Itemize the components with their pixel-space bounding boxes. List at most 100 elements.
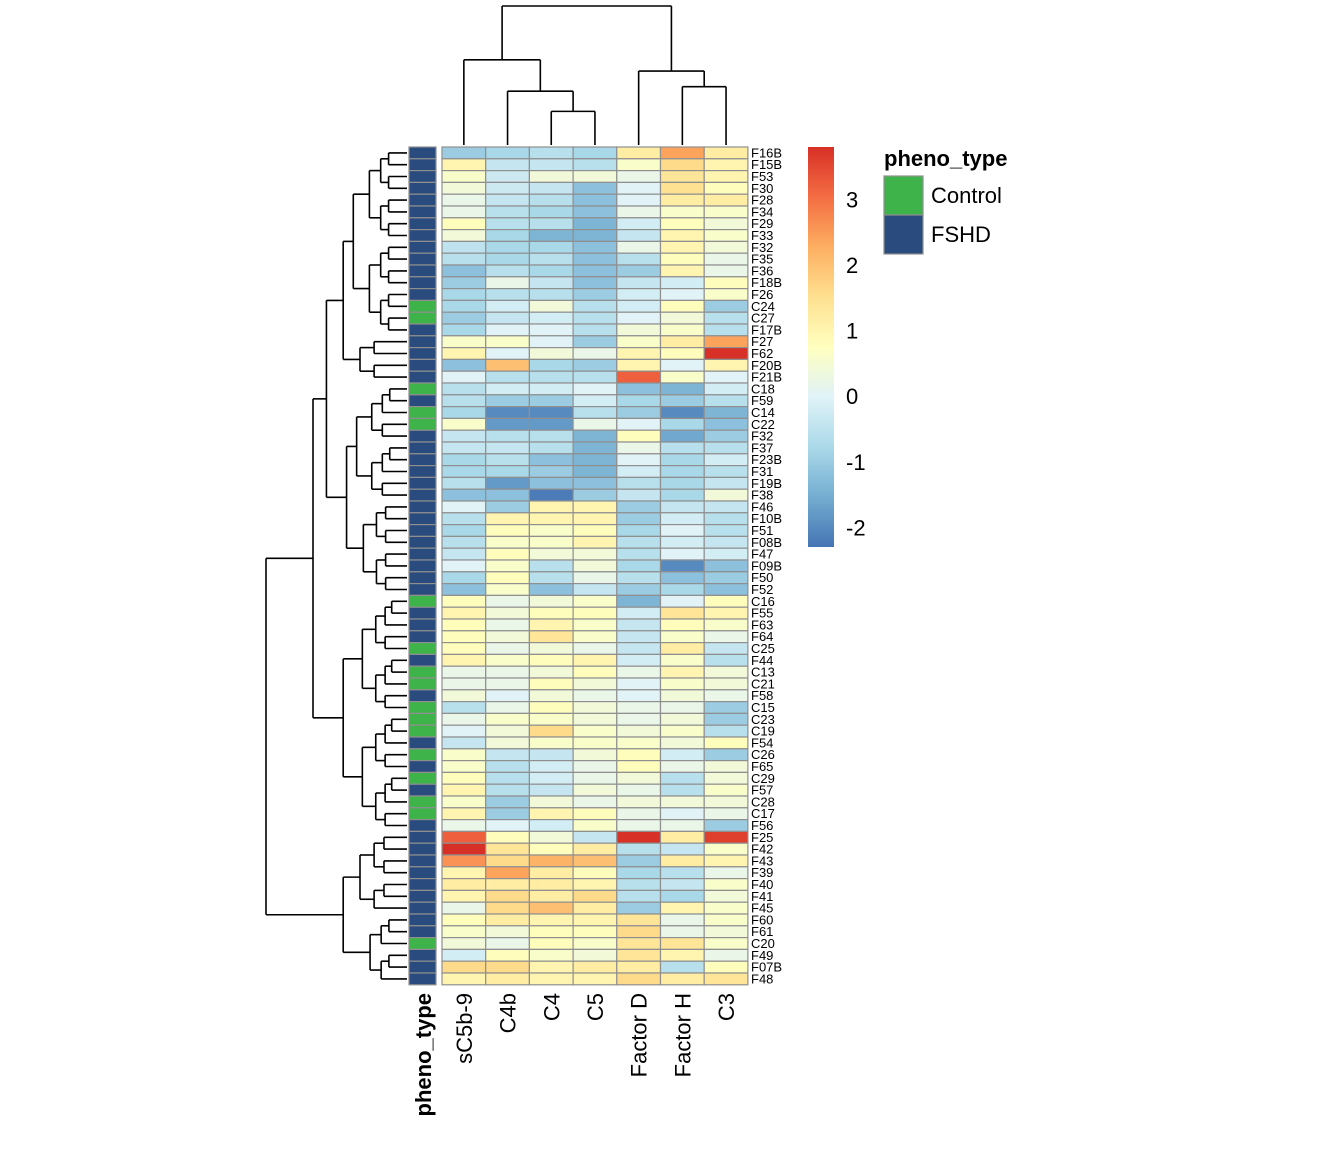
row-label: C21: [751, 676, 775, 691]
heatmap-cell: [572, 500, 618, 514]
heatmap-cell: [659, 559, 705, 573]
heatmap-cell: [703, 700, 749, 714]
heatmap-cell: [703, 406, 749, 420]
heatmap-cell: [616, 512, 662, 526]
heatmap-cell: [703, 618, 749, 632]
annotation-cell: [408, 889, 437, 903]
row-label: C15: [751, 700, 775, 715]
heatmap-cell: [572, 547, 618, 561]
heatmap-cell: [485, 807, 531, 821]
row-label: C24: [751, 299, 775, 314]
heatmap-cell: [485, 641, 531, 655]
color-bar-tick: 2: [846, 253, 858, 278]
annotation-cell: [408, 925, 437, 939]
heatmap-cell: [485, 736, 531, 750]
heatmap-cell: [528, 559, 574, 573]
heatmap-cell: [616, 158, 662, 172]
heatmap-cell: [441, 193, 487, 207]
heatmap-cell: [572, 382, 618, 396]
heatmap-cell: [572, 665, 618, 679]
heatmap-cell: [485, 512, 531, 526]
heatmap-cell: [441, 453, 487, 467]
heatmap-cell: [616, 370, 662, 384]
row-label: F56: [751, 818, 773, 833]
heatmap-cell: [441, 594, 487, 608]
heatmap-cell: [616, 476, 662, 490]
heatmap-cell: [528, 783, 574, 797]
heatmap-cell: [528, 771, 574, 785]
annotation-cell: [408, 866, 437, 880]
heatmap-cell: [616, 830, 662, 844]
row-label: F62: [751, 346, 773, 361]
row-label: C13: [751, 665, 775, 680]
heatmap-cell: [441, 854, 487, 868]
row-label: F39: [751, 865, 773, 880]
row-label: F57: [751, 783, 773, 798]
heatmap-cell: [616, 335, 662, 349]
heatmap-cell: [703, 252, 749, 266]
heatmap-cell: [572, 854, 618, 868]
heatmap-cell: [703, 594, 749, 608]
row-label: F30: [751, 181, 773, 196]
heatmap-cell: [572, 700, 618, 714]
heatmap-cell: [485, 571, 531, 585]
annotation-cell: [408, 252, 437, 266]
heatmap-cell: [485, 335, 531, 349]
heatmap-cell: [703, 795, 749, 809]
row-label: C22: [751, 417, 775, 432]
annotation-cell: [408, 547, 437, 561]
row-label: C17: [751, 806, 775, 821]
heatmap-cell: [703, 288, 749, 302]
annotation-cell: [408, 347, 437, 361]
row-label: C28: [751, 794, 775, 809]
heatmap-cell: [659, 146, 705, 160]
heatmap-cell: [659, 700, 705, 714]
heatmap-cell: [572, 453, 618, 467]
heatmap-cell: [485, 181, 531, 195]
heatmap-cell: [528, 323, 574, 337]
heatmap-cell: [572, 406, 618, 420]
heatmap-cell: [659, 724, 705, 738]
heatmap-cell: [616, 500, 662, 514]
heatmap-cell: [528, 641, 574, 655]
row-label: C14: [751, 405, 775, 420]
color-scale-legend: -2 -1 0 1 2 3: [808, 147, 866, 547]
heatmap-cell: [485, 606, 531, 620]
heatmap-cell: [485, 783, 531, 797]
row-label: F32: [751, 240, 773, 255]
heatmap-cell: [572, 582, 618, 596]
annotation-cell: [408, 299, 437, 313]
heatmap-cell: [659, 818, 705, 832]
heatmap-cell: [528, 299, 574, 313]
heatmap-cell: [441, 523, 487, 537]
heatmap-cell: [528, 936, 574, 950]
heatmap-cell: [485, 299, 531, 313]
annotation-cell: [408, 429, 437, 443]
heatmap-cell: [528, 807, 574, 821]
heatmap-cell: [485, 323, 531, 337]
heatmap-cell: [572, 335, 618, 349]
heatmap-cell: [616, 700, 662, 714]
heatmap-cell: [659, 512, 705, 526]
heatmap-cell: [703, 500, 749, 514]
heatmap-cell: [572, 724, 618, 738]
heatmap-cell: [703, 181, 749, 195]
heatmap-cells: [441, 146, 749, 986]
heatmap-cell: [441, 759, 487, 773]
annotation-cell: [408, 830, 437, 844]
heatmap-cell: [703, 606, 749, 620]
heatmap-cell: [528, 146, 574, 160]
row-label: C25: [751, 641, 775, 656]
row-label: F09B: [751, 558, 782, 573]
heatmap-cell: [572, 417, 618, 431]
annotation-cell: [408, 358, 437, 372]
heatmap-cell: [485, 453, 531, 467]
heatmap-cell: [659, 901, 705, 915]
row-label: F44: [751, 653, 773, 668]
heatmap-cell: [485, 394, 531, 408]
heatmap-cell: [528, 571, 574, 585]
heatmap-cell: [485, 866, 531, 880]
heatmap-cell: [441, 394, 487, 408]
heatmap-cell: [616, 181, 662, 195]
heatmap-cell: [659, 205, 705, 219]
